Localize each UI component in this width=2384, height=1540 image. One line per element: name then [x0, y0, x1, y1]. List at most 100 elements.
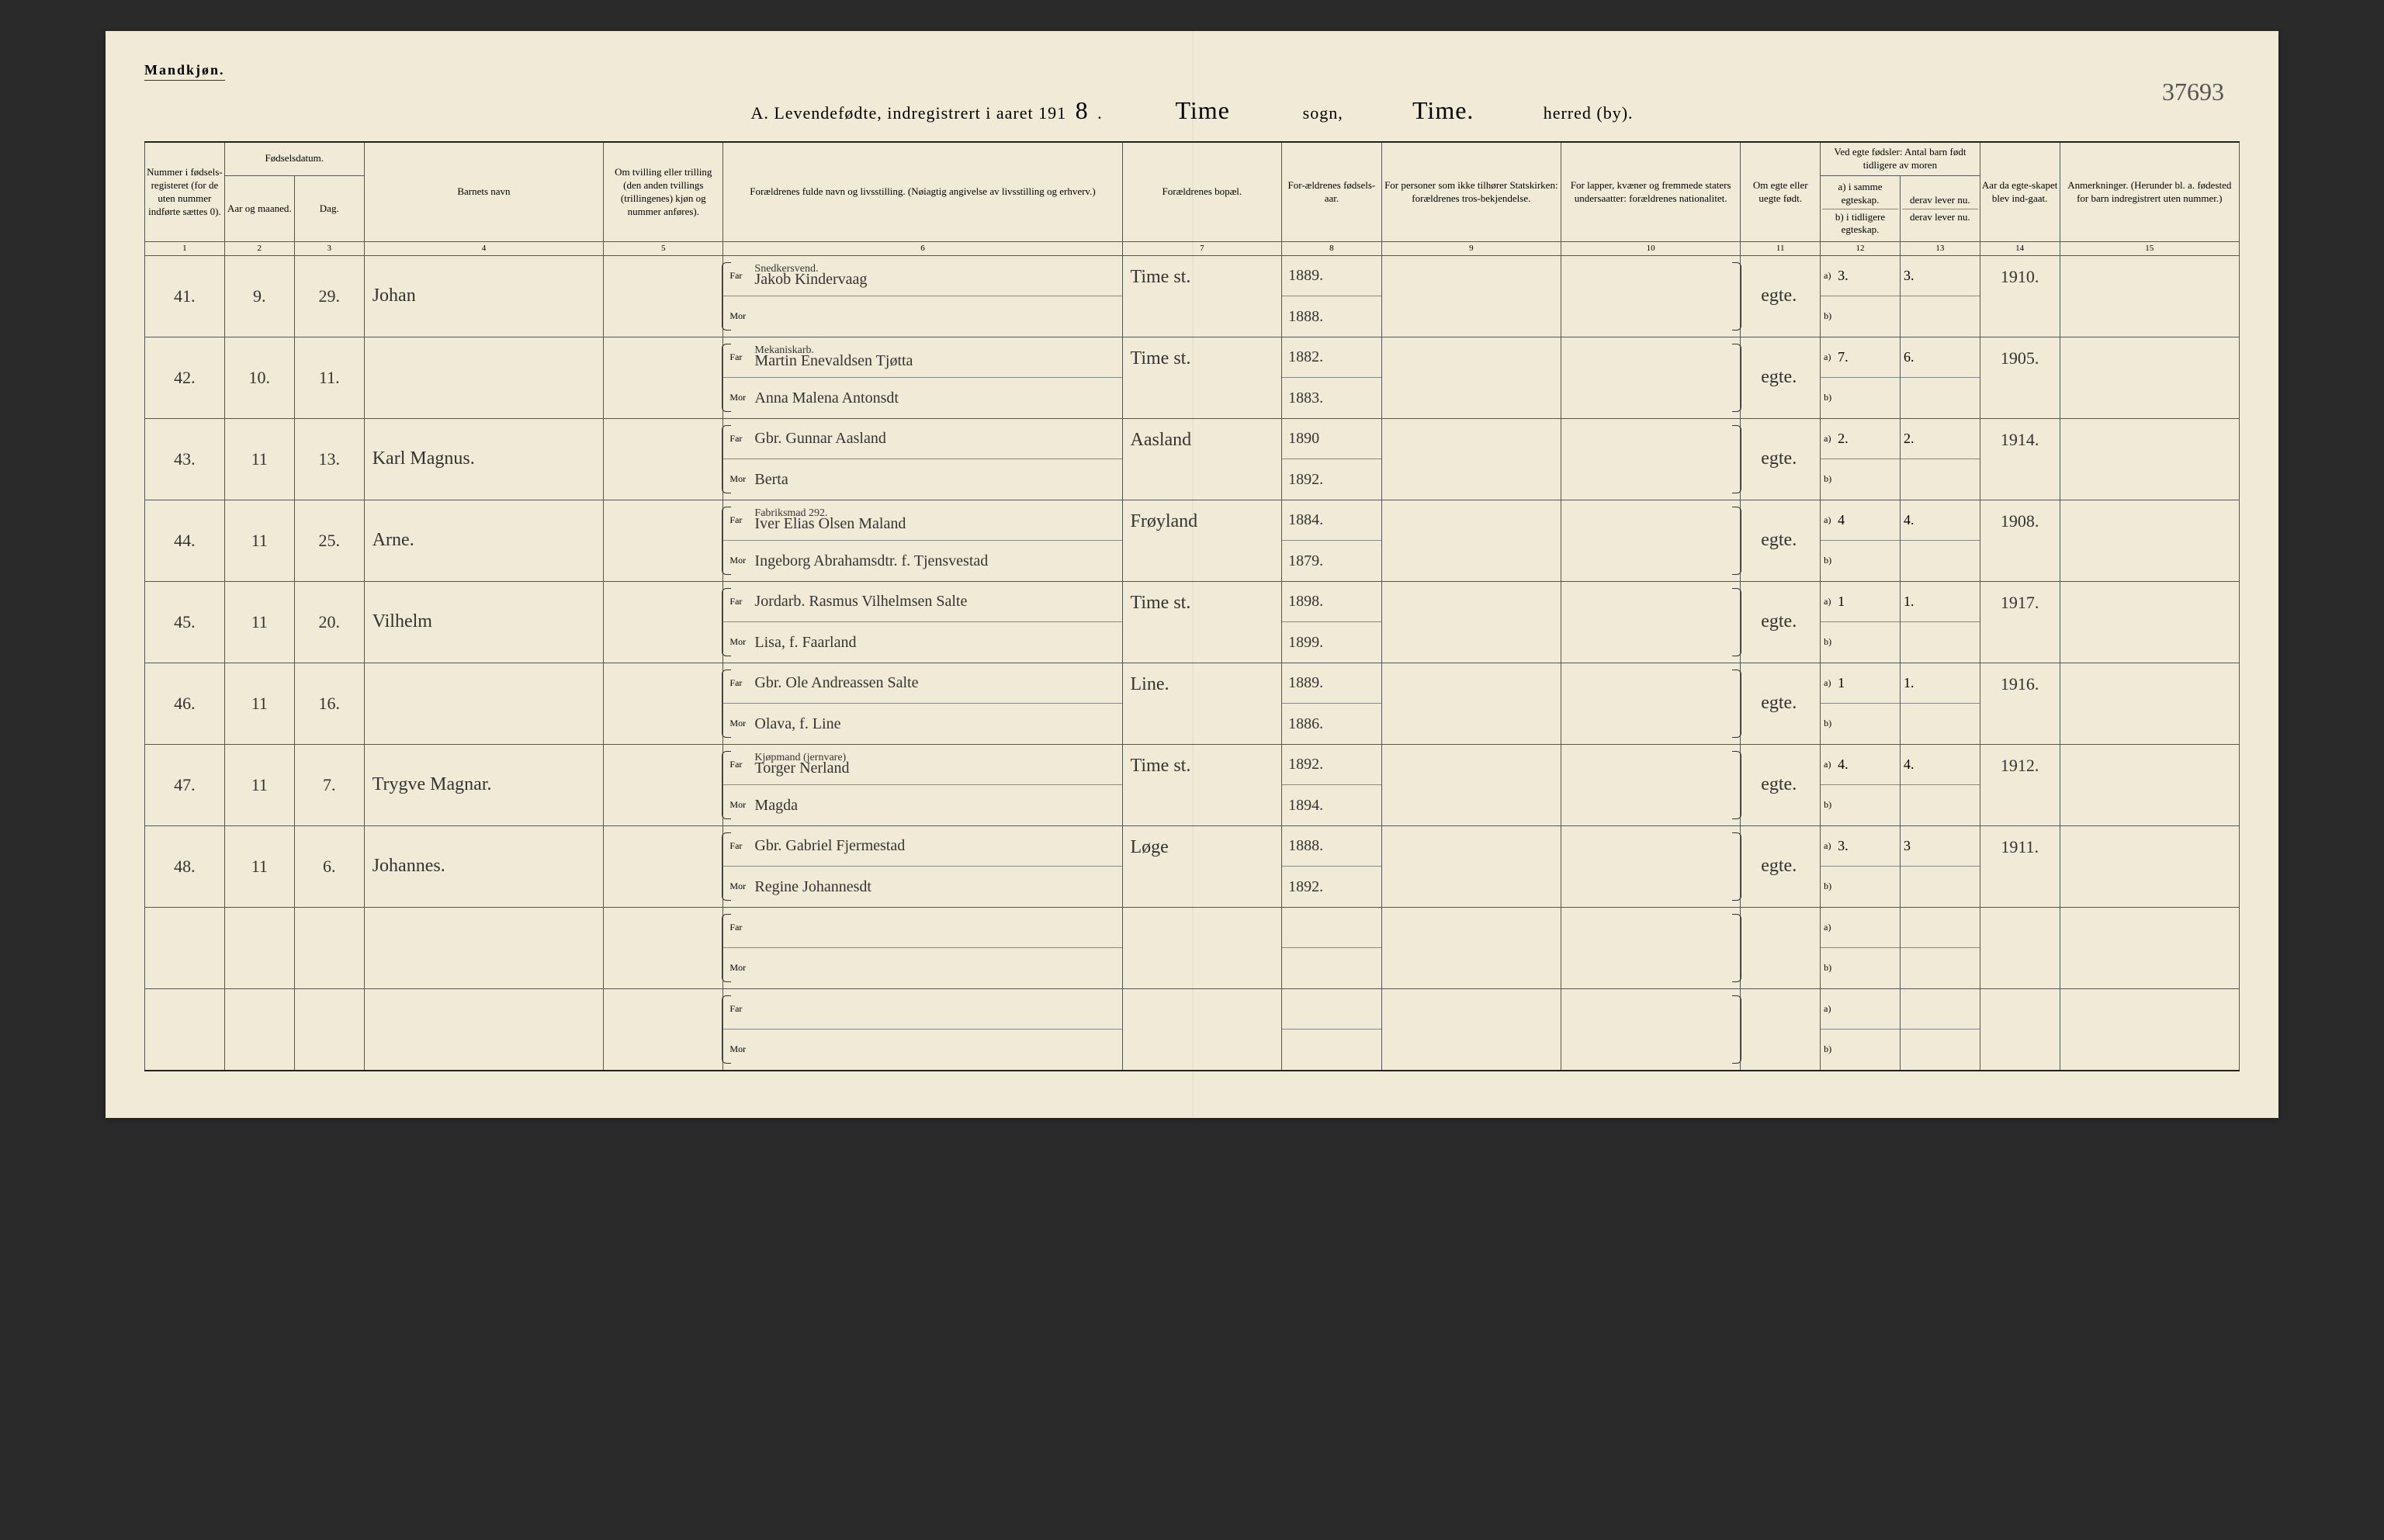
a-label: a) [1824, 433, 1838, 445]
cell-parents: Far Mor [723, 988, 1122, 1071]
mor-year: 1883. [1288, 390, 1323, 406]
cell-num: 48. [145, 825, 225, 907]
far-name: Gbr. Gabriel Fjermestad [754, 838, 905, 853]
col-header-4: Barnets navn [364, 142, 603, 242]
table-body: 41. 9. 29. Johan Far Snedkersvend.Jakob … [145, 255, 2240, 1071]
cell-month: 10. [224, 337, 294, 418]
cell-ab: a)3. b) [1821, 825, 1901, 907]
cell-egte: egte. [1741, 825, 1821, 907]
cell-bopael: Time st. [1122, 337, 1282, 418]
cell-ab: a) b) [1821, 988, 1901, 1071]
cell-egte: egte. [1741, 255, 1821, 337]
cell-derav: 3. [1900, 255, 1980, 337]
colnum-14: 14 [1980, 242, 2060, 255]
table-row: 48. 11 6. Johannes. Far Gbr. Gabriel Fje… [145, 825, 2240, 907]
cell-religion [1381, 581, 1561, 663]
table-row: 46. 11 16. Far Gbr. Ole Andreassen Salte… [145, 663, 2240, 744]
mor-label: Mor [729, 310, 754, 322]
colnum-3: 3 [294, 242, 364, 255]
colnum-11: 11 [1741, 242, 1821, 255]
far-name: Fabriksmad 292.Iver Elias Olsen Maland [754, 508, 906, 531]
col-header-6: Forældrenes fulde navn og livsstilling. … [723, 142, 1122, 242]
cell-name [364, 988, 603, 1071]
cell-day: 11. [294, 337, 364, 418]
cell-remarks [2060, 500, 2239, 581]
cell-twin [604, 500, 723, 581]
cell-marriage: 1917. [1980, 581, 2060, 663]
col-header-15: Anmerkninger. (Herunder bl. a. fødested … [2060, 142, 2239, 242]
cell-twin [604, 337, 723, 418]
brace-right-icon [1732, 425, 1741, 493]
cell-egte [1741, 907, 1821, 988]
a-value: 3. [1838, 838, 1849, 854]
far-name: Mekaniskarb.Martin Enevaldsen Tjøtta [754, 345, 913, 369]
a-value: 4. [1838, 756, 1849, 773]
cell-twin [604, 907, 723, 988]
far-year: 1890 [1288, 431, 1319, 446]
cell-month [224, 907, 294, 988]
cell-egte [1741, 988, 1821, 1071]
a-label: a) [1824, 351, 1838, 363]
table-row: Far Mor a) b) [145, 988, 2240, 1071]
herred-label: herred (by). [1544, 103, 1634, 123]
col-header-7: Forældrenes bopæl. [1122, 142, 1282, 242]
brace-right-icon [1732, 262, 1741, 330]
mor-year: 1892. [1288, 472, 1323, 487]
cell-day: 25. [294, 500, 364, 581]
cell-derav [1900, 907, 1980, 988]
col-header-5: Om tvilling eller trilling (den anden tv… [604, 142, 723, 242]
col-13a: derav lever nu. [1902, 192, 1978, 209]
cell-bopael [1122, 988, 1282, 1071]
cell-num: 46. [145, 663, 225, 744]
a-label: a) [1824, 514, 1838, 526]
mor-year: 1879. [1288, 553, 1323, 569]
cell-derav [1900, 988, 1980, 1071]
cell-day [294, 907, 364, 988]
cell-religion [1381, 988, 1561, 1071]
mor-label: Mor [729, 473, 754, 485]
cell-marriage: 1905. [1980, 337, 2060, 418]
cell-years [1282, 907, 1382, 988]
cell-day [294, 988, 364, 1071]
mor-name: Lisa, f. Faarland [754, 635, 856, 650]
table-row: 47. 11 7. Trygve Magnar. Far Kjøpmand (j… [145, 744, 2240, 825]
cell-remarks [2060, 581, 2239, 663]
a-label: a) [1824, 270, 1838, 282]
derav-value: 3. [1904, 268, 1914, 284]
cell-remarks [2060, 255, 2239, 337]
b-label: b) [1824, 799, 1838, 811]
cell-parents: Far Gbr. Gabriel Fjermestad Mor Regine J… [723, 825, 1122, 907]
colnum-10: 10 [1561, 242, 1740, 255]
cell-nationality [1561, 663, 1740, 744]
cell-ab: a)2. b) [1821, 418, 1901, 500]
cell-bopael: Time st. [1122, 255, 1282, 337]
mor-year: 1894. [1288, 798, 1323, 813]
brace-right-icon [1732, 507, 1741, 575]
cell-remarks [2060, 988, 2239, 1071]
b-label: b) [1824, 555, 1838, 566]
mor-label: Mor [729, 392, 754, 403]
cell-marriage [1980, 988, 2060, 1071]
a-label: a) [1824, 1003, 1838, 1015]
cell-religion [1381, 255, 1561, 337]
table-row: Far Mor a) b) [145, 907, 2240, 988]
cell-name: Johannes. [364, 825, 603, 907]
mor-label: Mor [729, 718, 754, 729]
brace-right-icon [1732, 670, 1741, 738]
cell-bopael: Line. [1122, 663, 1282, 744]
cell-derav: 1. [1900, 581, 1980, 663]
b-label: b) [1824, 881, 1838, 892]
cell-month: 11 [224, 663, 294, 744]
a-value: 3. [1838, 268, 1849, 284]
cell-name: Arne. [364, 500, 603, 581]
cell-years: 1889. 1886. [1282, 663, 1382, 744]
brace-right-icon [1732, 344, 1741, 412]
far-label: Far [729, 351, 754, 363]
far-year: 1889. [1288, 268, 1323, 283]
mor-name: Anna Malena Antonsdt [754, 390, 899, 406]
cell-nationality [1561, 255, 1740, 337]
b-label: b) [1824, 1043, 1838, 1055]
far-label: Far [729, 270, 754, 282]
cell-num: 45. [145, 581, 225, 663]
derav-value: 1. [1904, 594, 1914, 610]
